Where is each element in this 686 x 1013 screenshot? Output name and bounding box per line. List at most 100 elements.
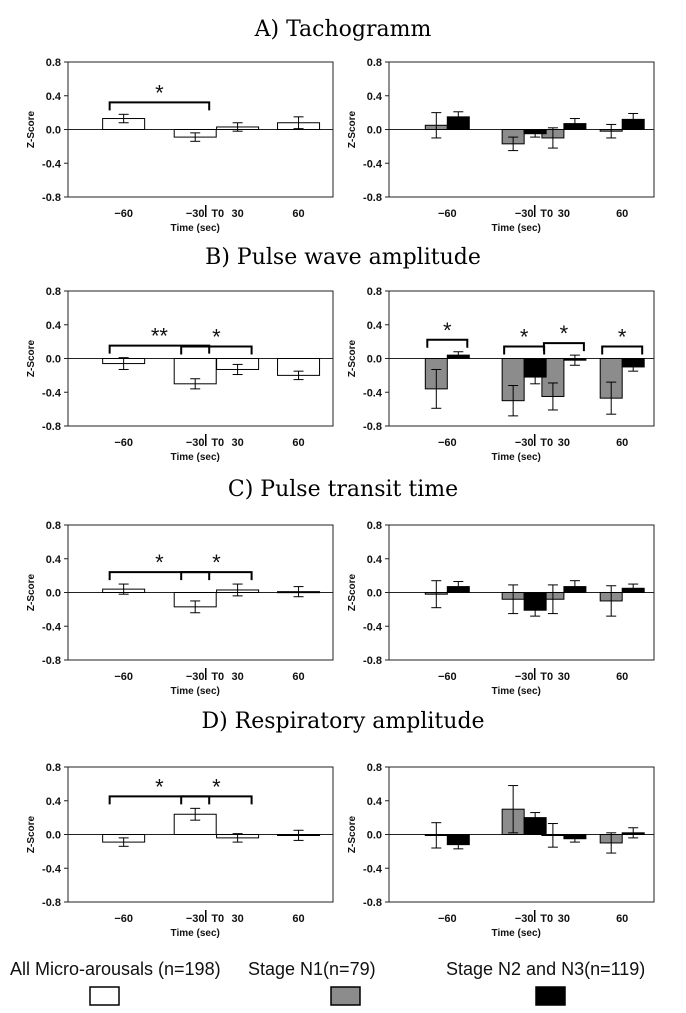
y-tick-label: 0.8 [367,57,382,69]
y-axis-label: Z-Score [26,110,37,148]
t0-label: T0 [211,913,224,925]
y-tick-label: 0.0 [367,125,382,137]
significance-label: * [520,325,529,350]
t0-label: T0 [540,208,553,220]
y-axis-label: Z-Score [26,573,37,611]
y-tick-label: 0.4 [46,91,62,103]
x-tick-label: 60 [616,208,628,220]
x-axis-label: Time (sec) [171,452,220,463]
x-tick-label: −60 [114,208,133,220]
x-tick-label: −60 [114,913,133,925]
y-tick-label: 0.8 [46,520,61,532]
x-tick-label: −30 [186,437,205,449]
x-tick-label: −30 [515,913,534,925]
significance-bracket [108,344,211,354]
y-tick-label: -0.8 [363,421,382,433]
x-tick-label: 30 [231,437,243,449]
legend: All Micro-arousals (n=198) Stage N1(n=79… [10,959,645,1006]
x-tick-label: −60 [438,671,457,683]
significance-bracket [601,345,644,355]
y-axis-label: Z-Score [347,339,358,377]
y-tick-label: 0.0 [367,354,382,366]
significance-bracket [108,571,211,581]
t0-label: T0 [540,671,553,683]
y-tick-label: 0.4 [46,796,62,808]
y-axis-label: Z-Score [347,110,358,148]
x-tick-label: 30 [231,913,243,925]
significance-label: ** [151,324,169,349]
y-tick-label: 0.0 [46,830,61,842]
y-tick-label: -0.4 [363,387,383,399]
y-tick-label: -0.8 [363,897,382,909]
legend-swatch-n1 [330,986,361,1006]
t0-label: T0 [211,437,224,449]
chart-4: 0.8 0.4 0.0 -0.4 -0.8 Z-Score −60 −30 30 60 T0 Time… [347,286,655,463]
y-axis-label: Z-Score [26,815,37,853]
y-tick-label: -0.8 [363,655,382,667]
x-tick-label: 30 [558,913,570,925]
x-tick-label: −30 [186,671,205,683]
x-tick-label: −30 [186,208,205,220]
x-tick-label: 60 [292,913,304,925]
x-tick-label: −60 [438,208,457,220]
significance-label: * [212,774,221,799]
significance-bracket [180,795,253,805]
charts-layer: 0.8 0.4 0.0 -0.4 -0.8 Z-Score −60 −30 30 60 T0 Time… [26,57,655,939]
x-tick-label: −60 [114,437,133,449]
chart-7: 0.8 0.4 0.0 -0.4 -0.8 Z-Score −60 −30 30 60 T0 Time… [26,762,334,939]
y-tick-label: 0.0 [367,830,382,842]
y-tick-label: -0.4 [363,863,383,875]
x-axis-label: Time (sec) [492,223,541,234]
y-tick-label: 0.4 [367,91,383,103]
significance-bracket [108,101,211,111]
y-tick-label: 0.0 [46,588,61,600]
x-tick-label: −30 [515,208,534,220]
y-tick-label: -0.4 [42,621,62,633]
chart-6: 0.8 0.4 0.0 -0.4 -0.8 Z-Score −60 −30 30 60 T0 Time… [347,520,655,697]
t0-label: T0 [211,671,224,683]
chart-8: 0.8 0.4 0.0 -0.4 -0.8 Z-Score −60 −30 30 60 T0 Time… [347,762,655,939]
y-tick-label: -0.8 [42,897,61,909]
significance-bracket [180,571,253,581]
x-tick-label: −60 [438,913,457,925]
y-tick-label: 0.4 [367,320,383,332]
x-axis-label: Time (sec) [492,686,541,697]
panel-title-b: B) Pulse wave amplitude [205,245,481,270]
significance-label: * [155,550,164,575]
legend-swatch-n23 [535,986,566,1006]
x-tick-label: 30 [558,437,570,449]
x-tick-label: 60 [292,671,304,683]
y-axis-label: Z-Score [347,815,358,853]
y-tick-label: 0.0 [367,588,382,600]
y-tick-label: 0.8 [46,286,61,298]
panel-title-d: D) Respiratory amplitude [201,709,484,734]
x-tick-label: 60 [292,208,304,220]
y-tick-label: 0.4 [367,796,383,808]
t0-label: T0 [540,437,553,449]
y-tick-label: -0.8 [42,192,61,204]
chart-5: 0.8 0.4 0.0 -0.4 -0.8 Z-Score −60 −30 30 60 T0 Time… [26,520,334,697]
t0-label: T0 [540,913,553,925]
legend-swatch-all [89,986,120,1006]
x-tick-label: 60 [616,437,628,449]
y-axis-label: Z-Score [347,573,358,611]
panel-title-a: A) Tachogramm [254,17,432,42]
chart-1: 0.8 0.4 0.0 -0.4 -0.8 Z-Score −60 −30 30 60 T0 Time… [26,57,334,234]
significance-label: * [155,80,164,105]
x-axis-label: Time (sec) [171,223,220,234]
significance-label: * [560,321,569,346]
significance-label: * [155,774,164,799]
x-tick-label: 60 [616,913,628,925]
x-tick-label: −60 [114,671,133,683]
y-tick-label: 0.8 [46,762,61,774]
significance-bracket [108,795,211,805]
t0-label: T0 [211,208,224,220]
x-tick-label: 30 [231,671,243,683]
significance-bracket [426,338,469,348]
significance-label: * [618,325,627,350]
significance-label: * [212,325,221,350]
legend-label-all: All Micro-arousals (n=198) [10,959,221,979]
y-tick-label: -0.4 [363,621,383,633]
